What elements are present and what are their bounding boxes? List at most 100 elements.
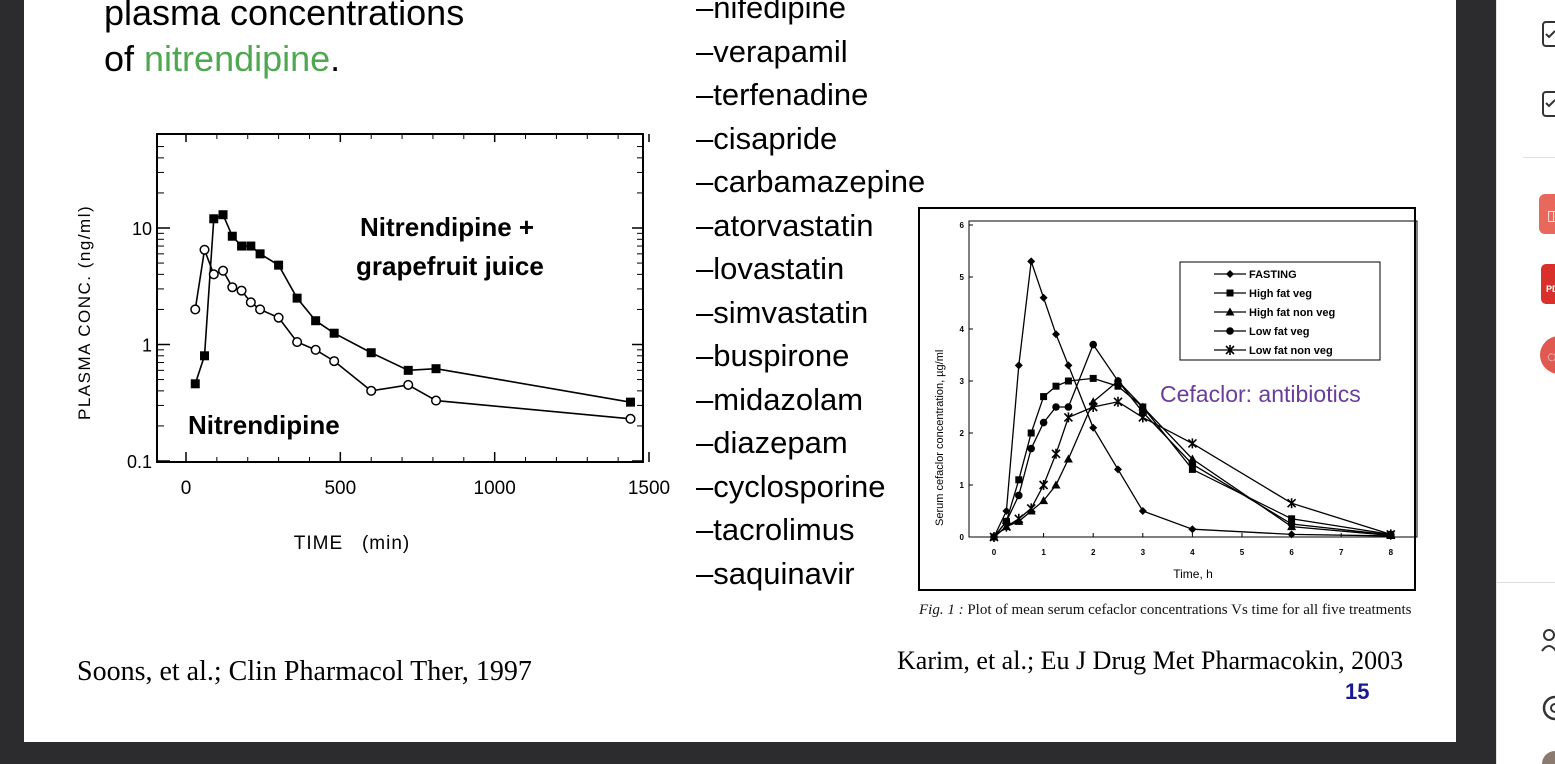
data-point-circle: [1188, 460, 1197, 468]
data-point-star: [1026, 503, 1036, 514]
data-point-diamond: [1039, 293, 1048, 302]
data-point-square: [227, 231, 237, 241]
data-point-star: [1386, 529, 1396, 540]
figure-caption-label: Fig. 1 :: [919, 602, 964, 618]
y-tick-label: 4: [960, 325, 965, 334]
drug-item: –diazepam: [696, 425, 848, 460]
y-tick-label: 3: [960, 377, 965, 386]
drug-item: –carbamazepine: [696, 164, 926, 199]
right-sidebar: ◫ PDF ◌: [1496, 0, 1555, 764]
data-point-square: [1015, 476, 1023, 484]
data-point-square: [1027, 429, 1035, 437]
cefaclor-note: Cefaclor: antibiotics: [1160, 381, 1361, 407]
data-point-square: [1052, 382, 1060, 390]
data-point-circle: [190, 304, 201, 315]
drug-item: –lovastatin: [696, 251, 845, 286]
data-point-circle: [1064, 403, 1073, 411]
data-point-circle: [236, 285, 247, 296]
data-point-square: [329, 328, 339, 338]
y-tick-label: 5: [960, 273, 965, 282]
chart2-x-tick-labels: 0123456789: [992, 548, 1394, 557]
presentation-slide: plasma concentrations of nitrendipine. –…: [24, 0, 1456, 742]
drug-item: –atorvastatin: [696, 207, 874, 243]
x-tick-label: 5: [1240, 548, 1245, 557]
chart1-ylabel: PLASMA CONC. (ng/ml): [75, 205, 94, 420]
intro-of: of: [104, 38, 145, 79]
data-point-diamond: [1287, 530, 1296, 539]
x-tick-label: 7: [1339, 548, 1344, 557]
data-point-circle: [292, 336, 303, 348]
y-tick-label: 0: [960, 533, 965, 542]
chart1-ticks: [157, 134, 650, 462]
intro-line-1: plasma concentrations: [104, 0, 465, 33]
data-point-diamond: [1064, 361, 1073, 370]
data-point-square: [209, 214, 219, 224]
data-point-square: [237, 241, 247, 251]
y-tick-label: 1: [960, 481, 965, 490]
citation-left: Soons, et al.; Clin Pharmacol Ther, 1997: [77, 656, 532, 687]
legend-label: High fat non veg: [1249, 307, 1335, 319]
users-icon[interactable]: [1541, 626, 1555, 656]
y-tick-label: 0.1: [127, 452, 152, 472]
legend-marker: [1226, 289, 1234, 297]
legend-marker: [1225, 307, 1235, 316]
x-tick-label: 2: [1091, 548, 1096, 557]
chart2-plot-frame: [968, 220, 1418, 538]
chart1-y-tick-labels: 0.1 1 10: [127, 219, 152, 472]
intro-text: plasma concentrations of nitrendipine.: [104, 0, 464, 82]
data-point-star: [1287, 498, 1297, 509]
data-point-star: [1187, 438, 1197, 449]
x-tick-label: 0: [992, 548, 997, 557]
data-point-circle: [1052, 403, 1060, 411]
drug-item: –simvastatin: [696, 294, 869, 330]
data-point-circle: [329, 356, 340, 367]
image-tool-icon[interactable]: ◫: [1539, 194, 1555, 234]
x-tick-label: 3: [1141, 548, 1146, 557]
data-point-diamond: [1002, 507, 1011, 515]
data-point-square: [218, 210, 228, 220]
data-point-square: [366, 348, 376, 358]
data-point-circle: [1114, 377, 1122, 385]
data-point-square: [1288, 515, 1296, 523]
data-point-triangle: [1051, 480, 1061, 489]
sidebar-divider-2: [1497, 582, 1555, 583]
clipboard-icon[interactable]: [1541, 88, 1555, 120]
annotation-nitrendipine: Nitrendipine: [188, 410, 340, 440]
data-point-square: [431, 364, 441, 374]
data-point-triangle: [1039, 496, 1049, 505]
figure-caption-text: Plot of mean serum cefaclor concentratio…: [963, 602, 1412, 618]
data-point-circle: [1139, 408, 1147, 416]
data-point-circle: [245, 297, 256, 308]
data-point-square: [403, 365, 413, 375]
x-tick-label: 4: [1190, 548, 1195, 557]
settings-icon[interactable]: [1541, 692, 1555, 724]
drug-item: –nifedipine: [696, 0, 846, 25]
data-point-circle: [227, 282, 238, 293]
data-point-square: [1040, 393, 1048, 401]
y-tick-label: 1: [142, 336, 152, 356]
data-point-circle: [217, 265, 229, 276]
data-point-star: [1039, 480, 1049, 490]
checklist-icon[interactable]: [1541, 20, 1555, 50]
pdf-tool-icon[interactable]: PDF: [1541, 264, 1555, 304]
drug-list: –nifedipine –verapamil –terfenadine –cis…: [696, 0, 925, 595]
annotation-grapefruit-1: Nitrendipine +: [360, 212, 534, 242]
data-point-square: [1114, 382, 1122, 390]
sidebar-divider: [1523, 157, 1555, 158]
data-point-circle: [1039, 418, 1048, 427]
citation-right: Karim, et al.; Eu J Drug Met Pharmacokin…: [897, 646, 1404, 675]
chart1-series: [190, 210, 636, 424]
data-point-star: [989, 532, 999, 542]
chart2-ylabel: Serum cefaclor concentration, µg/ml: [934, 350, 946, 526]
drug-item: –verapamil: [696, 33, 848, 69]
drug-item: –midazolam: [696, 381, 864, 417]
data-point-star: [1063, 412, 1073, 423]
y-tick-label: 2: [960, 429, 965, 438]
avatar-icon[interactable]: [1541, 748, 1555, 764]
data-point-star: [1051, 448, 1061, 459]
data-point-star: [1088, 402, 1098, 412]
sign-tool-icon[interactable]: ◌: [1539, 335, 1555, 375]
data-point-square: [246, 241, 256, 251]
drug-item: –buspirone: [696, 338, 850, 373]
data-point-circle: [1027, 444, 1035, 453]
